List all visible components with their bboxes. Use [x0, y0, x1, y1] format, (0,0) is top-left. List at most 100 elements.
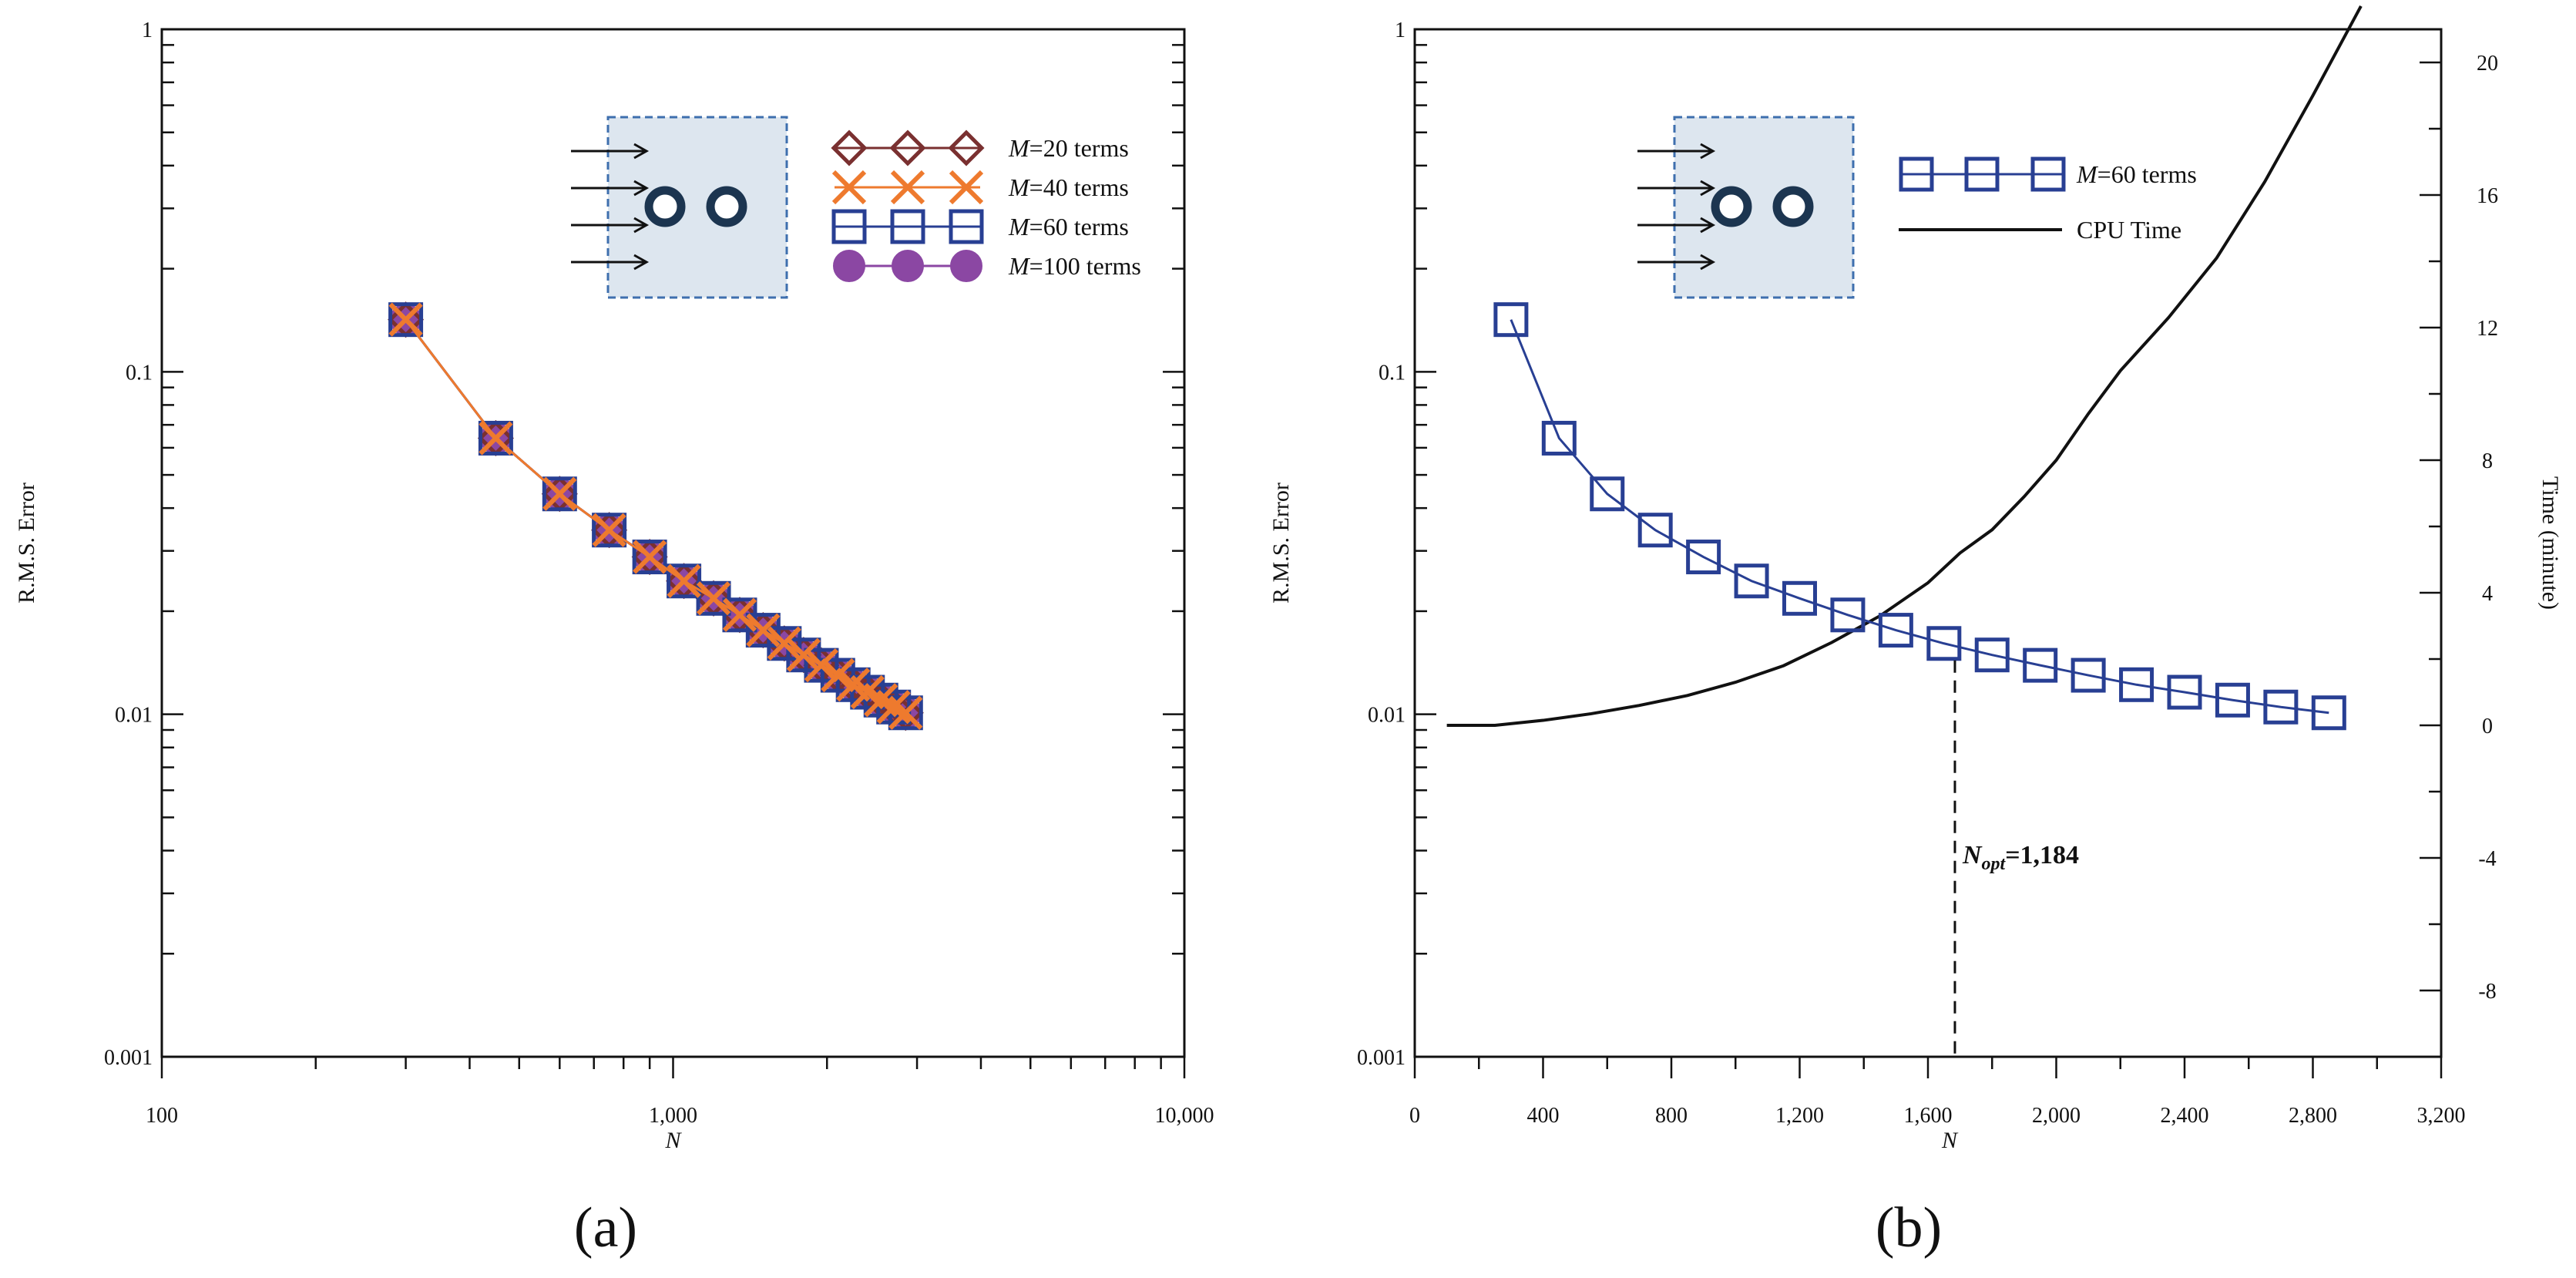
chart-b-nopt-sub: opt: [1982, 854, 2007, 874]
chart-a-legend-var: M: [1008, 213, 1031, 240]
chart-a-legend-rest: =20 terms: [1029, 134, 1129, 162]
chart-a-point: [746, 613, 781, 647]
chart-a-legend-marker: [949, 170, 984, 205]
chart-b-y2-tick-label: 0: [2482, 715, 2493, 738]
chart-b-flow-arrow-icon: [1700, 143, 1716, 160]
chart-b: 0 400 800 1,200 1,600 2,000 2,400 2,800 3,200 0.0…: [1268, 5, 2563, 1260]
chart-b-point: [2071, 657, 2106, 693]
chart-b-point: [2023, 647, 2058, 683]
chart-a-y-tick-label: 1: [142, 18, 153, 42]
chart-a-point: [821, 657, 855, 693]
chart-a-cylinder-icon: [706, 186, 747, 227]
chart-b-legend-var: M: [2076, 160, 2099, 188]
chart-b-point: [2119, 667, 2155, 702]
chart-b-legend-rest: =60 terms: [2097, 160, 2197, 188]
chart-b-flow-arrow-icon: [1700, 254, 1716, 271]
chart-a-legend-var: M: [1008, 173, 1031, 201]
chart-a-legend-label: M=60 terms: [1008, 213, 1129, 240]
chart-a-y-tick-label: 0.001: [104, 1046, 153, 1070]
chart-b-cylinder-icon: [1772, 186, 1814, 227]
chart-b-legend-marker: [1899, 156, 1934, 192]
chart-b-point: [2215, 682, 2250, 718]
chart-b-x-tick-label: 0: [1409, 1104, 1420, 1128]
chart-b-flow-arrow-icon: [1700, 217, 1716, 234]
chart-a-x-tick-label: 10,000: [1155, 1104, 1214, 1128]
chart-b-y2-axis-label: Time (minute): [2537, 476, 2563, 610]
chart-a-legend-marker: [892, 250, 924, 282]
chart-a-x-axis-label: N: [664, 1128, 682, 1153]
chart-b-y2-tick-label: -8: [2478, 980, 2496, 1004]
chart-b-x-tick-label: 1,600: [1904, 1104, 1953, 1128]
chart-a-legend-var: M: [1008, 252, 1031, 280]
chart-b-point: [1926, 626, 1962, 661]
chart-b-point: [1493, 302, 1529, 338]
chart-a-legend-rest: =40 terms: [1029, 173, 1129, 201]
chart-b-frame: [1413, 28, 2443, 1058]
chart-a-legend-label: M=20 terms: [1008, 134, 1129, 162]
chart-a-legend-marker: [831, 209, 867, 244]
chart-b-point: [2167, 674, 2202, 710]
chart-b-y2-tick-label: 8: [2482, 449, 2493, 473]
chart-a-point: [388, 302, 424, 338]
chart-b-point: [1974, 637, 2010, 673]
chart-a-point: [542, 476, 577, 511]
chart-a-legend-marker: [831, 129, 868, 166]
chart-a-legend-marker: [889, 129, 926, 166]
chart-b-point: [1830, 597, 1866, 633]
chart-a-point: [804, 647, 839, 683]
chart-b-y2-tick-label: 12: [2477, 317, 2498, 341]
chart-b-x-tick-label: 3,200: [2417, 1104, 2466, 1128]
chart-a-point: [633, 540, 667, 574]
chart-a-point: [722, 597, 757, 632]
chart-b-legend-label: CPU Time: [2077, 216, 2181, 244]
chart-a-point: [592, 513, 626, 547]
chart-a-point: [786, 637, 821, 673]
chart-a-legend-marker: [890, 209, 925, 244]
chart-a-legend-marker: [831, 170, 867, 205]
chart-b-point: [1590, 476, 1625, 512]
chart-a-flow-arrow-icon: [633, 180, 650, 197]
chart-a-point: [478, 420, 513, 456]
chart-a-legend-rest: =100 terms: [1029, 252, 1141, 280]
chart-a-y-tick-label: 0.01: [115, 704, 153, 728]
chart-a-legend-var: M: [1008, 134, 1031, 162]
chart-b-panel-label: (b): [1876, 1196, 1942, 1260]
chart-a-legend-marker: [948, 129, 985, 166]
chart-b-x-tick-label: 2,400: [2161, 1104, 2209, 1128]
chart-a-legend-rest: =60 terms: [1029, 213, 1129, 240]
chart-b-nopt-value: =1,184: [2005, 841, 2079, 869]
chart-a-y-axis-label: R.M.S. Error: [14, 483, 39, 604]
chart-a-x-tick-label: 1,000: [649, 1104, 697, 1128]
chart-b-point: [1686, 540, 1721, 575]
chart-a-point: [632, 540, 667, 575]
chart-b-point: [1878, 613, 1913, 648]
chart-a-legend-label: M=40 terms: [1008, 173, 1129, 201]
chart-a-flow-arrow-icon: [633, 254, 650, 271]
chart-b-y2-tick-label: 4: [2482, 582, 2493, 606]
chart-a-legend-marker: [890, 170, 925, 205]
chart-a-point: [696, 581, 731, 616]
chart-b-point: [1782, 580, 1817, 616]
chart-b-point: [1637, 513, 1673, 548]
chart-a-flow-arrow-icon: [633, 217, 650, 234]
chart-b-x-tick-label: 400: [1527, 1104, 1560, 1128]
chart-b-y-tick-label: 0.1: [1379, 361, 1406, 385]
chart-a-point: [745, 613, 781, 648]
chart-a-point: [542, 476, 577, 512]
chart-a-point: [388, 302, 423, 337]
chart-b-x-tick-label: 2,800: [2289, 1104, 2337, 1128]
chart-b-y2-tick-label: 20: [2477, 52, 2498, 76]
chart-a-x-tick-label: 100: [146, 1104, 178, 1128]
chart-a-cylinder-icon: [644, 186, 686, 227]
chart-a-legend-marker: [949, 209, 984, 244]
chart-b-nopt-label: Nopt=1,184: [1962, 841, 2079, 874]
chart-a-y-tick-label: 0.1: [126, 361, 153, 385]
chart-b-legend-label: M=60 terms: [2076, 160, 2197, 188]
chart-a-point: [767, 626, 801, 661]
chart-a-legend-marker: [950, 250, 982, 282]
chart-b-point: [2311, 695, 2346, 731]
chart-b-point: [1734, 563, 1769, 599]
chart-a-legend-label: M=100 terms: [1008, 252, 1141, 280]
chart-b-y-tick-label: 0.01: [1368, 704, 1406, 728]
